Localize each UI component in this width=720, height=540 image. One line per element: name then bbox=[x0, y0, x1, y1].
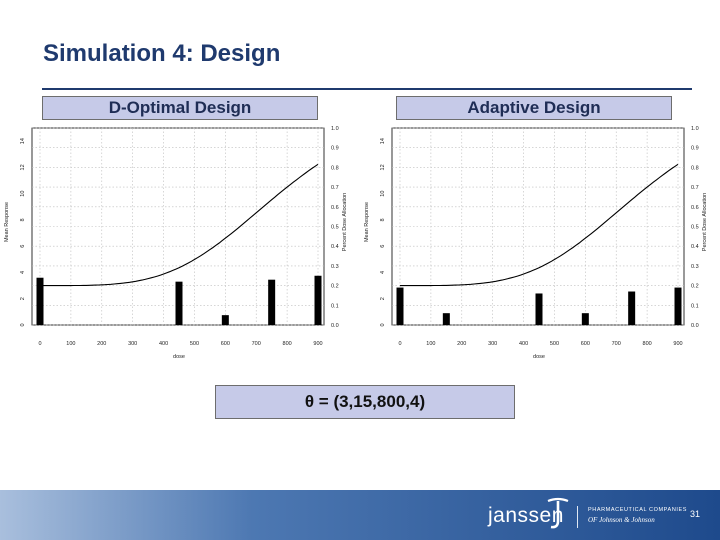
theta-parameters: θ = (3,15,800,4) bbox=[215, 385, 515, 419]
x-tick-label: 300 bbox=[488, 341, 497, 347]
response-curve bbox=[40, 163, 319, 287]
x-tick-label: 300 bbox=[128, 341, 137, 347]
x-tick-label: 900 bbox=[313, 341, 322, 347]
x-tick-label: 0 bbox=[38, 341, 41, 347]
footer-tagline-top: PHARMACEUTICAL COMPANIES bbox=[588, 507, 688, 513]
y-tick-label: 12 bbox=[380, 164, 386, 170]
x-tick-label: 400 bbox=[159, 341, 168, 347]
y2-tick-label: 0.0 bbox=[691, 323, 699, 329]
y2-tick-label: 0.6 bbox=[331, 205, 339, 211]
x-tick-label: 700 bbox=[612, 341, 621, 347]
d-optimal-chart: 0 100 200 300 400 500 600 700 800 900 0 2 4 6 8 10 12 14 0… bbox=[4, 126, 348, 360]
adaptive-label: Adaptive Design bbox=[396, 96, 672, 120]
x-tick-label: 0 bbox=[398, 341, 401, 347]
y-axis-label: Mean Response bbox=[364, 202, 370, 242]
y2-tick-label: 0.6 bbox=[691, 205, 699, 211]
y-tick-label: 10 bbox=[380, 191, 386, 197]
x-axis-label: dose bbox=[173, 354, 185, 360]
y2-tick-label: 0.5 bbox=[691, 225, 699, 231]
footer-band bbox=[0, 490, 720, 540]
y2-tick-label: 0.7 bbox=[331, 185, 339, 191]
x-tick-label: 600 bbox=[221, 341, 230, 347]
x-tick-label: 200 bbox=[97, 341, 106, 347]
x-tick-label: 100 bbox=[426, 341, 435, 347]
slide-title: Simulation 4: Design bbox=[43, 40, 281, 67]
y-tick-label: 6 bbox=[20, 245, 26, 248]
y2-axis-label: Percent Dose Allocation bbox=[342, 193, 348, 251]
allocation-bar bbox=[221, 315, 229, 325]
allocation-bar bbox=[396, 287, 404, 325]
y-tick-label: 8 bbox=[20, 218, 26, 221]
title-divider bbox=[42, 88, 692, 90]
y-tick-label: 2 bbox=[20, 297, 26, 300]
d-optimal-label: D-Optimal Design bbox=[42, 96, 318, 120]
x-tick-label: 700 bbox=[252, 341, 261, 347]
y2-tick-label: 1.0 bbox=[331, 126, 339, 132]
janssen-logo: janssen bbox=[488, 504, 564, 527]
page-number: 31 bbox=[690, 509, 701, 519]
y-tick-label: 12 bbox=[20, 164, 26, 170]
x-tick-label: 600 bbox=[581, 341, 590, 347]
y2-tick-label: 0.5 bbox=[331, 225, 339, 231]
x-tick-label: 100 bbox=[66, 341, 75, 347]
footer-divider bbox=[577, 506, 578, 528]
y-tick-label: 4 bbox=[380, 271, 386, 274]
x-tick-label: 900 bbox=[673, 341, 682, 347]
y2-tick-label: 0.4 bbox=[691, 244, 699, 250]
janssen-j-icon bbox=[547, 497, 569, 529]
x-tick-label: 500 bbox=[190, 341, 199, 347]
y2-tick-label: 0.3 bbox=[691, 264, 699, 270]
y2-tick-label: 0.3 bbox=[331, 264, 339, 270]
y-tick-label: 2 bbox=[380, 297, 386, 300]
allocation-bar bbox=[268, 279, 276, 325]
y-tick-label: 14 bbox=[20, 138, 26, 144]
response-curve bbox=[400, 163, 679, 287]
y-tick-label: 10 bbox=[20, 191, 26, 197]
y-tick-label: 6 bbox=[380, 245, 386, 248]
x-tick-label: 800 bbox=[643, 341, 652, 347]
allocation-bar bbox=[581, 313, 589, 325]
y2-tick-label: 0.0 bbox=[331, 323, 339, 329]
y2-tick-label: 1.0 bbox=[691, 126, 699, 132]
y2-tick-label: 0.4 bbox=[331, 244, 339, 250]
y2-tick-label: 0.8 bbox=[691, 165, 699, 171]
y2-tick-label: 0.1 bbox=[331, 303, 339, 309]
y2-tick-label: 0.1 bbox=[691, 303, 699, 309]
allocation-bar bbox=[36, 277, 44, 325]
allocation-bar bbox=[175, 281, 183, 325]
y-tick-label: 0 bbox=[380, 323, 386, 326]
y2-tick-label: 0.2 bbox=[331, 284, 339, 290]
y-tick-label: 8 bbox=[380, 218, 386, 221]
x-axis-label: dose bbox=[533, 354, 545, 360]
y2-tick-label: 0.8 bbox=[331, 165, 339, 171]
x-tick-label: 400 bbox=[519, 341, 528, 347]
y-axis-label: Mean Response bbox=[4, 202, 10, 242]
allocation-bar bbox=[628, 291, 636, 325]
x-tick-label: 500 bbox=[550, 341, 559, 347]
y2-tick-label: 0.7 bbox=[691, 185, 699, 191]
allocation-bar bbox=[535, 293, 543, 325]
x-tick-label: 800 bbox=[283, 341, 292, 347]
y2-tick-label: 0.9 bbox=[691, 146, 699, 152]
y-tick-label: 14 bbox=[380, 138, 386, 144]
y-tick-label: 0 bbox=[20, 323, 26, 326]
x-tick-label: 200 bbox=[457, 341, 466, 347]
adaptive-chart: 0 100 200 300 400 500 600 700 800 900 0 2 4 6 8 10 12 14 0… bbox=[364, 126, 708, 360]
y-tick-label: 4 bbox=[20, 271, 26, 274]
allocation-bar bbox=[314, 275, 322, 325]
y2-axis-label: Percent Dose Allocation bbox=[702, 193, 708, 251]
allocation-bar bbox=[674, 287, 682, 325]
y2-tick-label: 0.2 bbox=[691, 284, 699, 290]
allocation-bar bbox=[442, 313, 450, 325]
y2-tick-label: 0.9 bbox=[331, 146, 339, 152]
footer-tagline-bottom: OF Johnson & Johnson bbox=[588, 516, 655, 524]
